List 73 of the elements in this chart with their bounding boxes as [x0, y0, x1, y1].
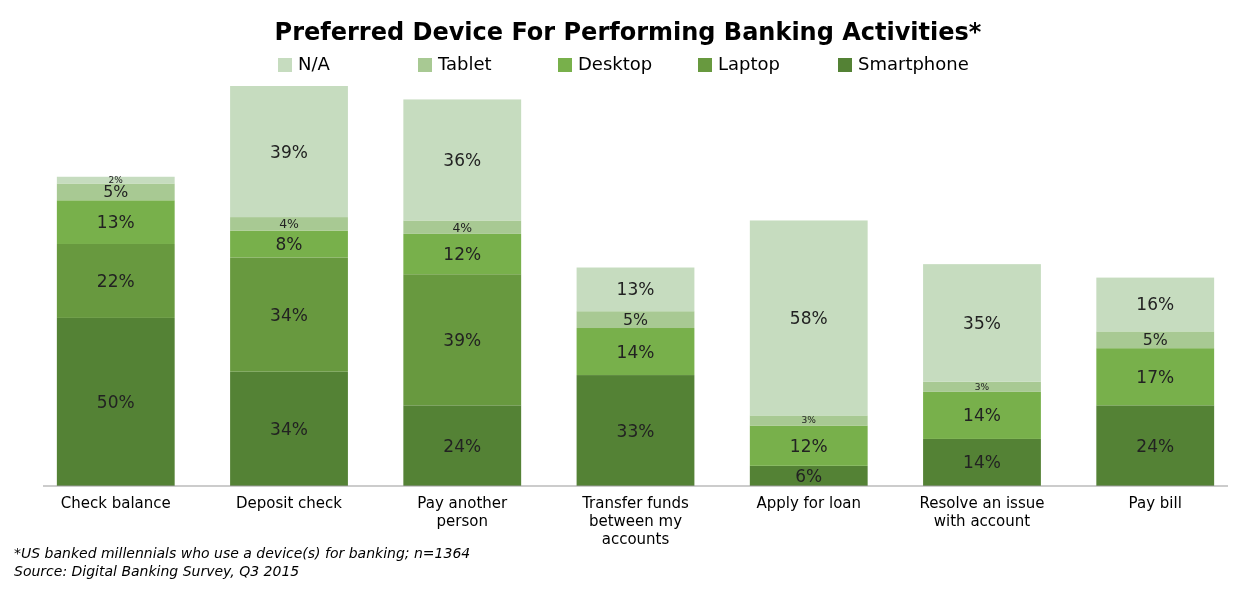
bar: [230, 230, 348, 258]
legend-label: Smartphone: [858, 53, 969, 74]
legend-label: Laptop: [718, 53, 780, 74]
x-tick-label: Transfer funds between my accounts: [581, 494, 690, 548]
x-tick-label: Deposit check: [235, 494, 343, 512]
data-label: 5%: [1142, 330, 1168, 350]
bar: [923, 264, 1041, 382]
data-label: 22%: [96, 270, 135, 291]
bar: [923, 391, 1041, 439]
x-tick-label: Apply for loan: [756, 494, 862, 512]
bar: [923, 438, 1041, 486]
bar: [230, 86, 348, 218]
data-label: 8%: [275, 233, 303, 254]
bar: [230, 371, 348, 486]
data-label: 4%: [452, 219, 473, 235]
chart-title: Preferred Device For Performing Banking Activities*: [274, 18, 982, 46]
data-label: 3%: [974, 381, 990, 392]
x-tick-label: Resolve an issue with account: [919, 494, 1045, 530]
data-label: 58%: [789, 307, 828, 328]
bar: [749, 415, 868, 426]
legend-label: Tablet: [437, 53, 492, 74]
legend-label: Desktop: [578, 53, 653, 74]
bar: [56, 317, 175, 486]
bar: [403, 220, 522, 234]
data-label: 16%: [1136, 294, 1175, 315]
bar: [56, 200, 175, 244]
bar: [923, 381, 1041, 392]
data-label: 12%: [789, 435, 828, 456]
data-label: 24%: [443, 435, 482, 456]
bar: [1096, 277, 1215, 332]
data-label: 3%: [801, 415, 817, 426]
source-note: Source: Digital Banking Survey, Q3 2015: [14, 563, 300, 579]
bar: [403, 99, 522, 221]
bar: [749, 220, 868, 416]
data-label: 39%: [443, 329, 482, 350]
bar: [576, 328, 695, 376]
data-label: 4%: [279, 216, 300, 232]
data-label: 5%: [622, 310, 649, 330]
bar: [749, 425, 868, 466]
data-label: 36%: [443, 149, 482, 170]
bar: [403, 405, 522, 486]
bar: [1096, 405, 1215, 486]
bar: [230, 257, 348, 372]
bar: [576, 267, 695, 312]
data-label: 50%: [96, 391, 135, 412]
data-label: 6%: [795, 465, 823, 486]
bar: [576, 375, 695, 486]
data-label: 34%: [270, 418, 308, 439]
legend-label: N/A: [298, 53, 331, 74]
data-label: 17%: [1136, 366, 1175, 387]
bar: [403, 274, 522, 406]
bar: [56, 243, 175, 318]
bar: [56, 183, 175, 201]
data-label: 14%: [616, 341, 655, 362]
data-label: 14%: [963, 452, 1001, 473]
data-label: 13%: [616, 279, 655, 300]
x-tick-label: Pay bill: [1128, 494, 1182, 512]
bar: [1096, 348, 1215, 406]
bar: [403, 233, 522, 275]
bar: [1096, 331, 1215, 349]
data-label: 14%: [963, 405, 1001, 426]
data-label: 13%: [96, 212, 135, 233]
x-tick-label: Pay another person: [417, 494, 509, 530]
data-label: 34%: [270, 304, 308, 325]
bar: [230, 217, 348, 231]
x-tick-label: Check balance: [60, 494, 171, 512]
data-label: 33%: [616, 420, 655, 441]
text: *US banked millennials who use a device(s) for banking; n=1364: [14, 545, 471, 561]
bar: [576, 311, 695, 329]
data-label: 35%: [963, 312, 1001, 333]
data-label: 24%: [1136, 435, 1175, 456]
data-label: 12%: [443, 244, 482, 265]
data-label: 39%: [270, 141, 308, 162]
